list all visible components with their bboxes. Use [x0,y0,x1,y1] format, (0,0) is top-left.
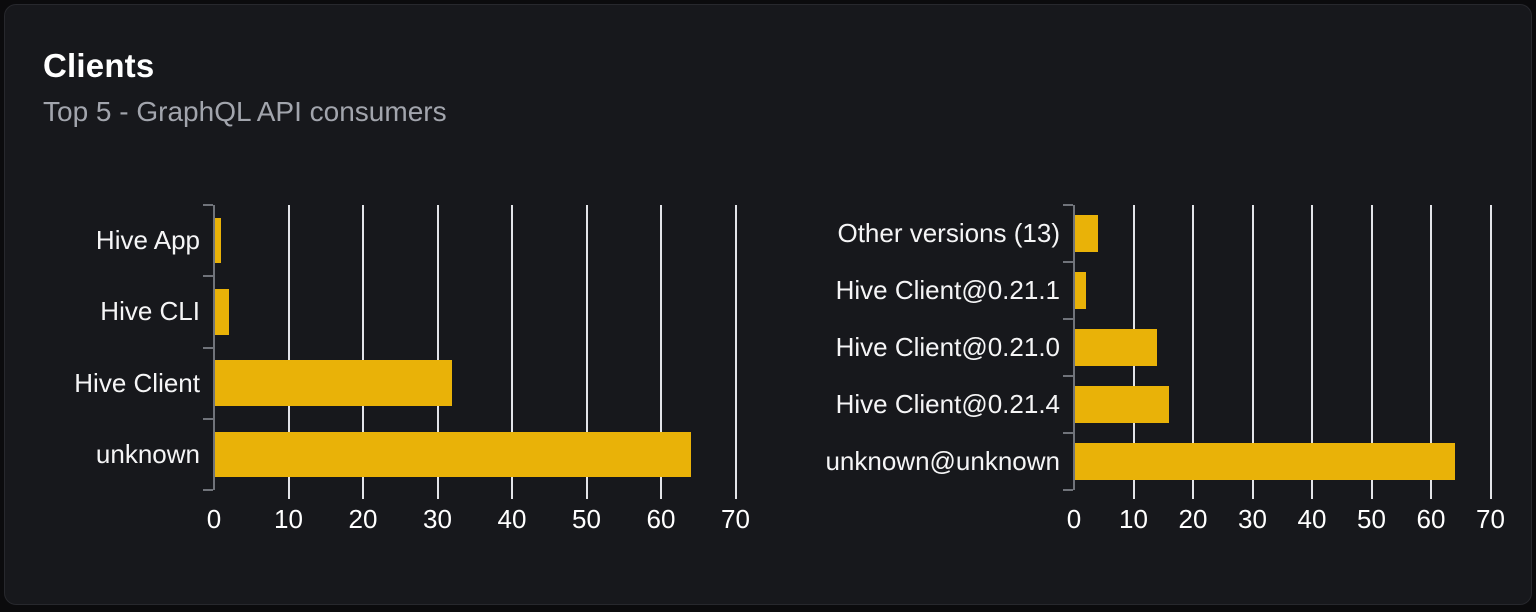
bar-row [214,205,759,276]
bar-hive-app[interactable] [214,217,222,264]
category-label: unknown [95,438,200,469]
x-tick [1132,490,1135,499]
bar-row [214,276,759,347]
x-tick [1311,490,1313,499]
x-tick-label: 40 [1297,504,1327,534]
gridline [436,205,439,490]
gridline [1370,205,1373,490]
x-tick [660,490,662,499]
bar-row [1074,205,1504,262]
category-label: Hive Client@0.21.0 [835,332,1060,362]
label-column: Other versions (13) Hive Client@0.21.1 Hiv… [825,205,1074,490]
x-tick-label: 70 [1476,504,1505,534]
category-label: unknown@unknown [825,446,1060,476]
x-tick [1430,490,1432,499]
y-axis-tick [1063,432,1073,434]
x-tick-label: 30 [423,504,452,534]
gridline [660,205,662,490]
y-axis-tick [1063,318,1073,320]
x-tick [1192,490,1194,499]
bar-row [214,348,759,419]
y-axis-tick [203,489,213,491]
x-tick-label: 0 [206,504,222,534]
clients-card [4,4,1532,605]
plot-rows [214,205,759,490]
x-tick-label: 50 [572,504,601,534]
gridline [1192,205,1194,490]
x-tick-label: 50 [1357,504,1386,534]
x-tick [585,490,588,499]
x-tick [362,490,364,499]
gridline [362,205,364,490]
bar-row [1074,262,1504,319]
y-axis-tick [203,275,213,278]
bar-unknown-unknown[interactable] [1074,443,1455,480]
x-tick-label: 20 [1178,504,1208,534]
x-tick-label: 60 [646,504,676,534]
category-label: Hive Client@0.21.1 [835,275,1060,305]
plot-area: 0 10 20 30 40 50 60 70 [203,204,759,534]
x-tick [287,490,290,499]
y-axis-tick [1063,489,1073,491]
y-axis-tick [1063,261,1073,263]
y-axis-tick [203,417,213,420]
gridline [511,205,513,490]
category-label: Hive CLI [100,296,200,327]
x-tick [1251,490,1254,499]
bar-row [1074,319,1504,376]
plot-rows [1074,205,1504,490]
clients-by-version-chart: Other versions (13) Hive Client@0.21.1 Hiv… [825,204,1505,534]
card-title: Clients [43,47,155,84]
bar-hive-client-0-21-1[interactable] [1074,272,1086,309]
y-axis-tick [203,346,213,349]
x-tick-label: 10 [1119,504,1148,534]
gridline [287,205,290,490]
x-tick-label: 40 [497,504,527,534]
bar-row [1074,433,1504,490]
gridline [1430,205,1432,490]
card-subtitle: Top 5 - GraphQL API consumers [43,95,447,127]
bar-hive-cli[interactable] [214,289,229,335]
gridline [1489,205,1492,490]
x-tick-label: 10 [274,504,303,534]
x-tick [511,490,513,499]
bar-unknown[interactable] [214,431,691,478]
clients-by-name-chart: Hive App Hive CLI Hive Client unknown 0 10 20… [40,204,759,534]
x-tick [1489,490,1492,499]
card-header: Clients Top 5 - GraphQL API consumers [43,47,447,128]
label-column: Hive App Hive CLI Hive Client unknown [40,205,214,490]
bar-hive-client-0-21-0[interactable] [1074,329,1158,366]
category-label: Hive Client [74,367,200,398]
category-label: Hive App [95,225,200,256]
x-tick-label: 70 [721,504,750,534]
category-label: Other versions (13) [837,218,1060,248]
y-axis-tick [1063,375,1073,377]
x-tick [436,490,439,499]
x-tick-label: 0 [1066,504,1082,534]
bar-row [1074,376,1504,433]
x-tick-label: 20 [348,504,378,534]
y-axis-tick [1063,204,1073,206]
plot-area: 0 10 20 30 40 50 60 70 [1063,204,1505,534]
x-tick-label: 30 [1238,504,1267,534]
gridline [734,205,737,490]
x-tick [1370,490,1373,499]
bar-row [214,419,759,490]
x-tick [734,490,737,499]
gridline [1311,205,1313,490]
gridline [585,205,588,490]
bar-hive-client[interactable] [214,360,453,406]
gridline [1251,205,1254,490]
bar-hive-client-0-21-4[interactable] [1074,386,1170,423]
x-tick-label: 60 [1416,504,1446,534]
bar-other-versions-13[interactable] [1074,215,1098,252]
y-axis [1073,205,1075,490]
y-axis-tick [203,204,213,206]
y-axis [213,205,215,490]
category-label: Hive Client@0.21.4 [835,389,1060,419]
